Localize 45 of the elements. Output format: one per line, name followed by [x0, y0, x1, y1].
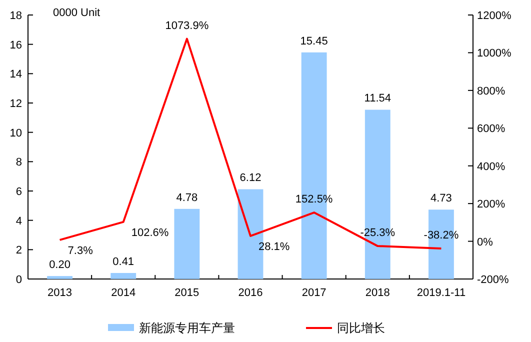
bar: [174, 208, 200, 279]
y-tick-label: 6: [16, 186, 22, 198]
y2-tick-label: 400%: [477, 160, 506, 173]
y-axis-title: 0000 Unit: [53, 7, 100, 19]
y-tick-label: 16: [10, 39, 22, 52]
y2-tick-label: 800%: [477, 85, 506, 98]
data-label: 4.73: [430, 192, 452, 205]
y2-tick-label: -200%: [477, 274, 510, 286]
y-tick-label: 2: [16, 244, 22, 257]
data-label: -38.2%: [424, 229, 459, 242]
y2-tick-label: 0%: [477, 236, 494, 248]
x-tick-label: 2015: [174, 287, 200, 299]
data-label: 6.12: [240, 172, 262, 184]
x-tick-label: 2014: [111, 287, 136, 299]
data-label: 15.45: [300, 35, 328, 48]
data-label: 0.20: [49, 259, 70, 272]
x-tick-label: 2018: [365, 287, 390, 299]
x-tick-label: 2017: [302, 287, 326, 299]
x-tick-label: 2013: [48, 287, 72, 299]
y-tick-label: 18: [10, 10, 22, 22]
y-tick-label: 8: [16, 156, 22, 169]
data-label: 28.1%: [258, 240, 290, 253]
data-label: 0.41: [112, 256, 134, 268]
y2-tick-label: 600%: [477, 123, 506, 136]
bar: [47, 276, 72, 279]
data-label: 4.78: [176, 192, 198, 204]
y-tick-label: 10: [10, 127, 22, 140]
y-tick-label: 12: [10, 98, 22, 110]
x-tick-label: 2019.1-11: [416, 287, 466, 299]
y-tick-label: 4: [16, 215, 22, 228]
legend-label: 新能源专用车产量: [139, 321, 235, 335]
bar: [110, 272, 136, 279]
data-label: 152.5%: [295, 194, 333, 206]
data-label: 1073.9%: [165, 20, 209, 32]
y-tick-label: 0: [16, 274, 22, 286]
x-tick-label: 2016: [238, 287, 263, 299]
y-tick-label: 14: [10, 68, 22, 81]
data-label: 11.54: [364, 92, 391, 105]
y2-tick-label: 1200%: [477, 10, 512, 22]
legend-label: 同比增长: [337, 321, 385, 335]
data-label: 102.6%: [131, 226, 169, 239]
data-label: 7.3%: [68, 244, 94, 257]
y2-tick-label: 1000%: [477, 48, 512, 60]
y2-tick-label: 200%: [477, 198, 506, 211]
data-label: -25.3%: [360, 227, 396, 240]
